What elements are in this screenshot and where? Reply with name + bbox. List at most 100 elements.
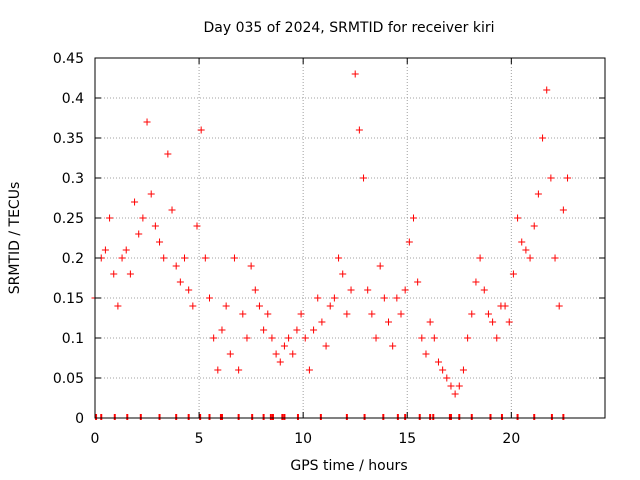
data-point <box>247 262 255 270</box>
data-point <box>201 254 209 262</box>
data-point <box>468 310 476 318</box>
y-tick-label: 0.45 <box>53 51 84 67</box>
data-point <box>260 326 268 334</box>
data-point <box>310 326 318 334</box>
data-point <box>451 390 459 398</box>
data-point <box>114 302 122 310</box>
data-point <box>360 174 368 182</box>
data-point <box>214 366 222 374</box>
chart-title: Day 035 of 2024, SRMTID for receiver kir… <box>203 20 494 36</box>
data-point <box>322 342 330 350</box>
data-point <box>343 310 351 318</box>
data-point <box>197 126 205 134</box>
data-point <box>364 286 372 294</box>
data-point <box>243 334 251 342</box>
data-point <box>368 310 376 318</box>
data-point <box>522 246 530 254</box>
data-point <box>268 334 276 342</box>
data-point <box>493 334 501 342</box>
data-point <box>156 238 164 246</box>
data-point <box>118 254 126 262</box>
data-point <box>297 310 305 318</box>
data-point <box>289 350 297 358</box>
data-point <box>305 366 313 374</box>
data-point <box>372 334 380 342</box>
data-point <box>230 254 238 262</box>
data-point <box>539 134 547 142</box>
data-point <box>418 334 426 342</box>
data-point <box>160 254 168 262</box>
data-point <box>518 238 526 246</box>
data-point <box>514 214 522 222</box>
data-point <box>218 326 226 334</box>
data-point <box>397 310 405 318</box>
data-point <box>376 262 384 270</box>
data-point <box>351 70 359 78</box>
data-point <box>285 334 293 342</box>
data-point <box>534 190 542 198</box>
y-axis-label: SRMTID / TECUs <box>7 182 23 295</box>
data-point <box>110 270 118 278</box>
data-point <box>330 294 338 302</box>
y-tick-label: 0.25 <box>53 211 84 227</box>
data-point <box>472 278 480 286</box>
x-tick-label: 20 <box>502 431 520 447</box>
data-point <box>264 310 272 318</box>
data-point <box>551 254 559 262</box>
data-point <box>443 374 451 382</box>
data-point <box>318 318 326 326</box>
data-point <box>189 302 197 310</box>
data-point <box>280 342 288 350</box>
data-point <box>151 222 159 230</box>
x-tick-label: 10 <box>294 431 312 447</box>
x-tick-label: 5 <box>195 431 204 447</box>
data-point <box>293 326 301 334</box>
data-point <box>434 358 442 366</box>
data-point <box>447 382 455 390</box>
data-point <box>476 254 484 262</box>
data-point <box>131 198 139 206</box>
x-axis-ticks: 0 5 10 15 20 <box>91 58 520 447</box>
data-point <box>222 302 230 310</box>
data-point <box>326 302 334 310</box>
data-point <box>409 214 417 222</box>
data-point <box>484 310 492 318</box>
data-point <box>143 118 151 126</box>
y-tick-label: 0.05 <box>53 371 84 387</box>
data-point <box>380 294 388 302</box>
data-point <box>405 238 413 246</box>
data-point <box>422 350 430 358</box>
data-gap-markers <box>95 414 565 420</box>
data-point <box>501 302 509 310</box>
data-point <box>168 206 176 214</box>
data-point <box>480 286 488 294</box>
data-point <box>193 222 201 230</box>
data-point <box>272 350 280 358</box>
y-axis-ticks: 0 0.05 0.1 0.15 0.2 0.25 0.3 0.35 0.4 0.45 <box>53 51 605 427</box>
x-tick-label: 15 <box>398 431 416 447</box>
data-point <box>339 270 347 278</box>
y-tick-label: 0.3 <box>62 171 84 187</box>
y-tick-label: 0.2 <box>62 251 84 267</box>
data-point <box>426 318 434 326</box>
data-point <box>385 318 393 326</box>
data-point <box>543 86 551 94</box>
data-point <box>301 334 309 342</box>
data-point <box>414 278 422 286</box>
data-point <box>335 254 343 262</box>
data-point <box>555 302 563 310</box>
data-point <box>181 254 189 262</box>
data-point <box>547 174 555 182</box>
data-point <box>235 366 243 374</box>
data-point <box>401 286 409 294</box>
data-point <box>239 310 247 318</box>
data-point <box>564 174 572 182</box>
data-point <box>135 230 143 238</box>
data-point <box>559 206 567 214</box>
x-tick-label: 0 <box>91 431 100 447</box>
data-point <box>205 294 213 302</box>
y-tick-label: 0 <box>75 411 84 427</box>
data-point <box>459 366 467 374</box>
